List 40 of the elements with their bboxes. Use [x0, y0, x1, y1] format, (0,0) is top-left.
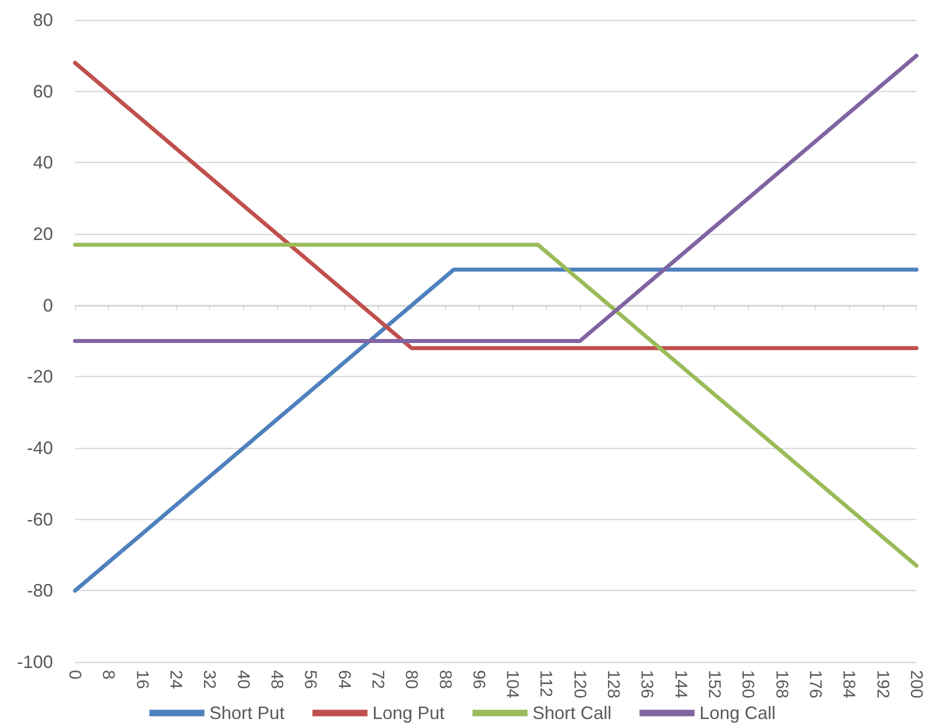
x-tick-label: 16: [132, 670, 152, 689]
x-tick-label: 144: [671, 670, 690, 698]
x-tick-label: 112: [536, 670, 556, 698]
legend-label: Short Call: [532, 703, 612, 723]
x-tick-label: 184: [840, 670, 859, 698]
x-tick-label: 168: [772, 670, 792, 698]
x-tick-label: 8: [99, 670, 118, 680]
y-tick-label: -80: [26, 580, 53, 601]
x-tick-label: 80: [402, 670, 422, 689]
legend-label: Short Put: [209, 703, 284, 723]
x-tick-label: 160: [738, 670, 758, 698]
y-tick-label: 40: [32, 152, 53, 173]
y-tick-label: -40: [26, 438, 53, 458]
x-tick-label: 136: [638, 670, 657, 698]
x-tick-label: 88: [436, 670, 455, 689]
y-tick-label: -20: [26, 366, 53, 387]
x-tick-label: 200: [907, 670, 925, 698]
x-tick-label: 152: [705, 670, 724, 698]
x-tick-label: 64: [334, 670, 354, 689]
x-tick-label: 24: [166, 670, 186, 689]
x-tick-label: 176: [806, 670, 826, 698]
y-tick-label: -60: [26, 509, 53, 530]
y-tick-label: 20: [32, 224, 53, 244]
y-tick-label: 0: [42, 295, 53, 316]
x-tick-label: 96: [469, 670, 488, 689]
x-tick-label: 0: [66, 670, 84, 680]
y-tick-label: 80: [32, 10, 53, 30]
x-tick-label: 128: [604, 670, 624, 698]
x-tick-label: 56: [301, 670, 320, 689]
x-tick-label: 40: [234, 670, 253, 689]
legend-label: Long Put: [372, 703, 445, 723]
x-tick-label: 32: [200, 670, 220, 689]
legend-label: Long Call: [700, 703, 776, 723]
x-tick-label: 48: [267, 670, 286, 689]
y-tick-label: 60: [32, 81, 53, 102]
x-tick-label: 120: [570, 670, 590, 698]
x-tick-label: 104: [503, 670, 522, 698]
y-tick-label: -100: [16, 652, 53, 672]
x-tick-label: 72: [368, 670, 388, 689]
x-tick-label: 192: [873, 670, 892, 698]
